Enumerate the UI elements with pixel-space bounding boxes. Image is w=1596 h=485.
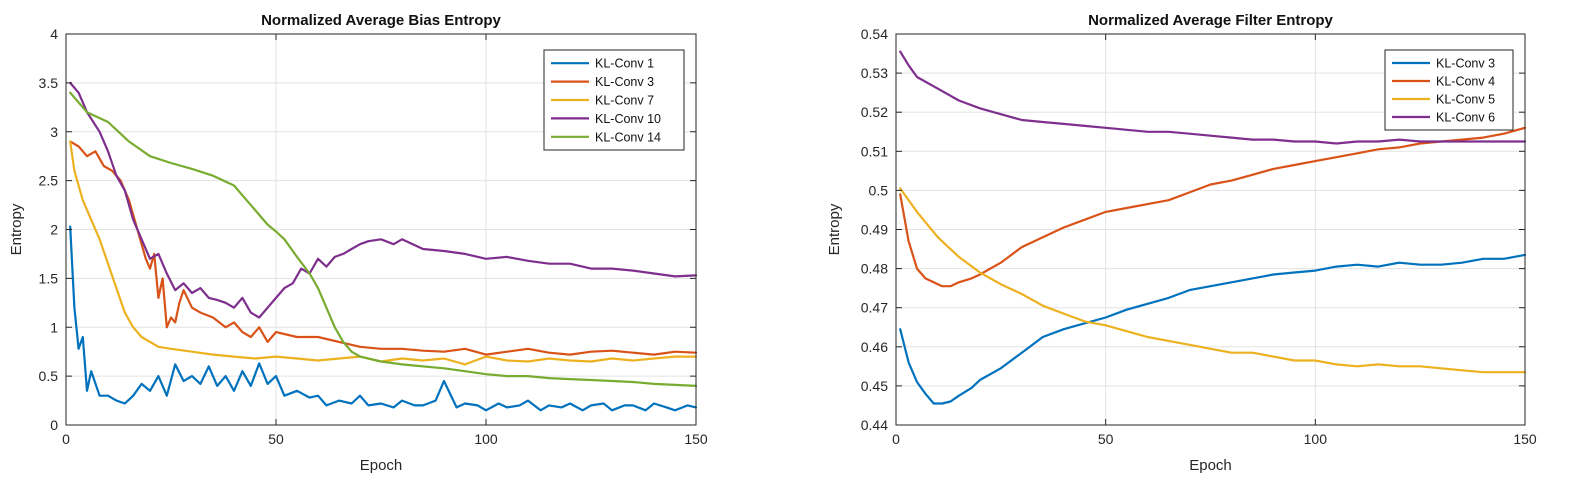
legend-item: KL-Conv 7 xyxy=(551,94,654,108)
y-tick-label: 1.5 xyxy=(39,270,59,286)
x-tick-label: 100 xyxy=(1304,431,1328,447)
x-tick-label: 50 xyxy=(1098,431,1114,447)
legend: KL-Conv 3 KL-Conv 4 KL-Conv 5 KL-Conv 6 xyxy=(1384,49,1514,131)
y-tick-label: 3 xyxy=(50,124,58,140)
series-line-kl-conv-3 xyxy=(899,253,1527,405)
series-group xyxy=(69,81,698,412)
y-tick-label: 0.51 xyxy=(861,143,888,159)
y-tick-label: 2 xyxy=(50,222,58,238)
legend-label: KL-Conv 6 xyxy=(1436,111,1495,125)
series-line-kl-conv-4 xyxy=(899,126,1527,288)
x-tick-label: 0 xyxy=(892,431,900,447)
y-axis-label: Entropy xyxy=(826,203,843,255)
y-tick-label: 0.52 xyxy=(861,104,888,120)
chart-title: Normalized Average Filter Entropy xyxy=(1088,12,1333,29)
x-tick-label: 150 xyxy=(1513,431,1537,447)
legend-label: KL-Conv 4 xyxy=(1436,75,1495,89)
series-line-kl-conv-14 xyxy=(69,91,698,387)
y-tick-label: 0.48 xyxy=(861,261,888,277)
y-tick-label: 2.5 xyxy=(39,173,59,189)
series-line-kl-conv-7 xyxy=(69,140,698,366)
ticks: 0 50 100 150 0 0.5 1 1.5 2 2.5 3 3.5 4 xyxy=(39,26,708,447)
y-tick-label: 0.46 xyxy=(861,339,888,355)
y-tick-label: 0.49 xyxy=(861,222,888,238)
series-group xyxy=(899,50,1527,405)
legend-item: KL-Conv 4 xyxy=(1392,75,1495,89)
legend: KL-Conv 1 KL-Conv 3 KL-Conv 7 KL-Conv 10 KL-… xyxy=(543,49,685,151)
legend-item: KL-Conv 3 xyxy=(1392,57,1495,71)
legend-item: KL-Conv 10 xyxy=(551,112,661,126)
y-tick-label: 1 xyxy=(50,319,58,335)
y-tick-label: 0 xyxy=(50,417,58,433)
y-tick-label: 0.53 xyxy=(861,65,888,81)
y-tick-label: 0.44 xyxy=(861,417,888,433)
y-tick-label: 0.45 xyxy=(861,378,888,394)
legend-item: KL-Conv 14 xyxy=(551,130,661,144)
ticks: 0 50 100 150 0.44 0.45 0.46 0.47 0.48 0.49 0.5 0.51… xyxy=(861,26,1537,447)
y-tick-label: 0.47 xyxy=(861,300,888,316)
y-tick-label: 0.5 xyxy=(869,182,889,198)
y-tick-label: 0.54 xyxy=(861,26,888,42)
legend-item: KL-Conv 6 xyxy=(1392,111,1495,125)
series-line-kl-conv-5 xyxy=(899,187,1527,374)
legend-label: KL-Conv 7 xyxy=(595,94,654,108)
legend-label: KL-Conv 10 xyxy=(595,112,661,126)
chart-bias-entropy: 0 50 100 150 0 0.5 1 1.5 2 2.5 3 3.5 4 Normalized Ave… xyxy=(8,12,708,474)
y-tick-label: 4 xyxy=(50,26,58,42)
x-axis-label: Epoch xyxy=(360,457,403,474)
x-tick-label: 0 xyxy=(62,431,70,447)
legend-label: KL-Conv 3 xyxy=(1436,57,1495,71)
legend-item: KL-Conv 5 xyxy=(1392,93,1495,107)
legend-label: KL-Conv 5 xyxy=(1436,93,1495,107)
x-tick-label: 150 xyxy=(684,431,708,447)
y-axis-label: Entropy xyxy=(8,203,25,255)
chart-filter-entropy: 0 50 100 150 0.44 0.45 0.46 0.47 0.48 0.49 0.5 0.51… xyxy=(826,12,1537,474)
legend-label: KL-Conv 1 xyxy=(595,57,654,71)
series-line-kl-conv-1 xyxy=(69,225,698,412)
legend-item: KL-Conv 1 xyxy=(551,57,654,71)
series-line-kl-conv-6 xyxy=(899,50,1527,145)
x-axis-label: Epoch xyxy=(1189,457,1232,474)
x-tick-label: 50 xyxy=(268,431,284,447)
y-tick-label: 3.5 xyxy=(39,75,59,91)
x-tick-label: 100 xyxy=(474,431,498,447)
chart-title: Normalized Average Bias Entropy xyxy=(261,12,501,29)
legend-label: KL-Conv 3 xyxy=(595,75,654,89)
series-line-kl-conv-10 xyxy=(69,81,698,319)
y-tick-label: 0.5 xyxy=(39,368,59,384)
legend-label: KL-Conv 14 xyxy=(595,130,661,144)
legend-item: KL-Conv 3 xyxy=(551,75,654,89)
